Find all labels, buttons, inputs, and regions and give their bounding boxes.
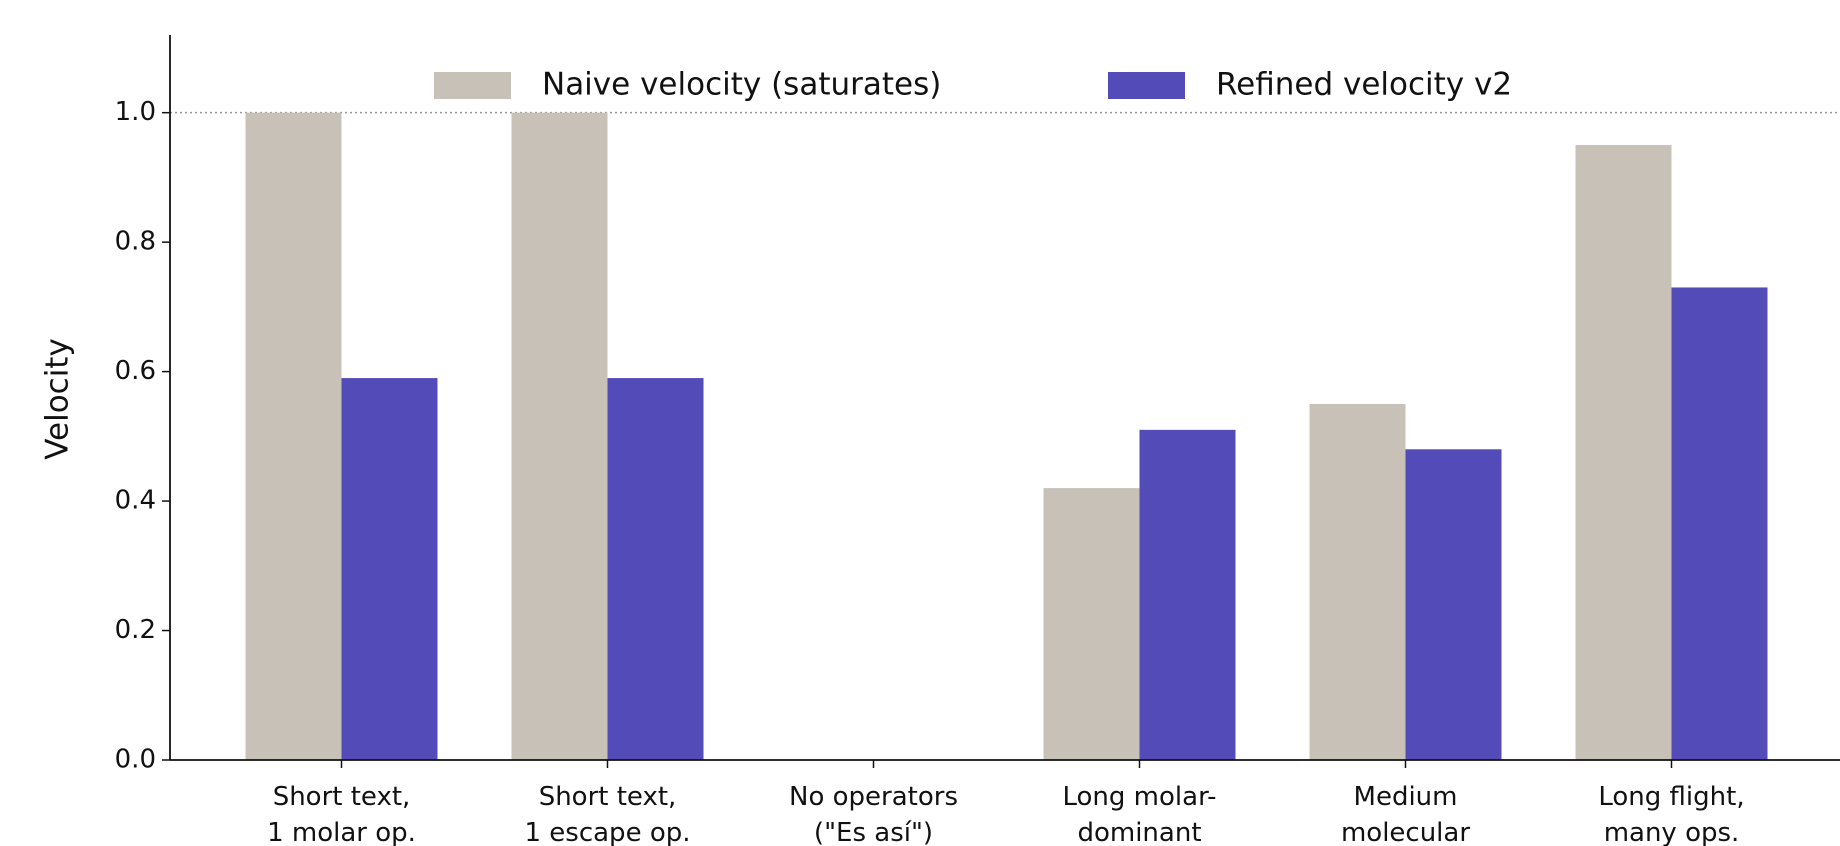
bar — [1309, 403, 1406, 760]
y-tick-label: 0.2 — [115, 615, 156, 645]
x-tick-label: Medium molecular — [1341, 782, 1470, 846]
y-tick-label: 0.4 — [115, 486, 156, 516]
x-tick-label: No operators ("Es así") — [789, 782, 958, 846]
bar — [245, 112, 342, 760]
bar — [1405, 449, 1502, 760]
y-axis-label: Velocity — [40, 338, 76, 460]
y-tick-label: 0.0 — [115, 745, 156, 775]
x-tick-label: Short text, 1 molar op. — [267, 782, 416, 846]
y-tick-label: 1.0 — [115, 97, 156, 127]
x-tick-label: Long flight, many ops. — [1598, 782, 1744, 846]
legend-label: Refined velocity v2 — [1216, 67, 1512, 103]
x-tick-label: Short text, 1 escape op. — [524, 782, 690, 846]
bar — [607, 378, 704, 760]
legend-swatch — [1108, 72, 1185, 99]
bar — [1575, 145, 1672, 760]
y-tick-label: 0.6 — [115, 356, 156, 386]
x-tick-label: Long molar-dominant — [1063, 782, 1217, 846]
bar — [1139, 429, 1236, 760]
bar — [341, 378, 438, 760]
legend-swatch — [434, 72, 511, 99]
y-tick-label: 0.8 — [115, 227, 156, 257]
bar — [1671, 287, 1768, 760]
bar — [1043, 488, 1140, 760]
legend-label: Naive velocity (saturates) — [542, 67, 941, 103]
bar — [511, 112, 608, 760]
